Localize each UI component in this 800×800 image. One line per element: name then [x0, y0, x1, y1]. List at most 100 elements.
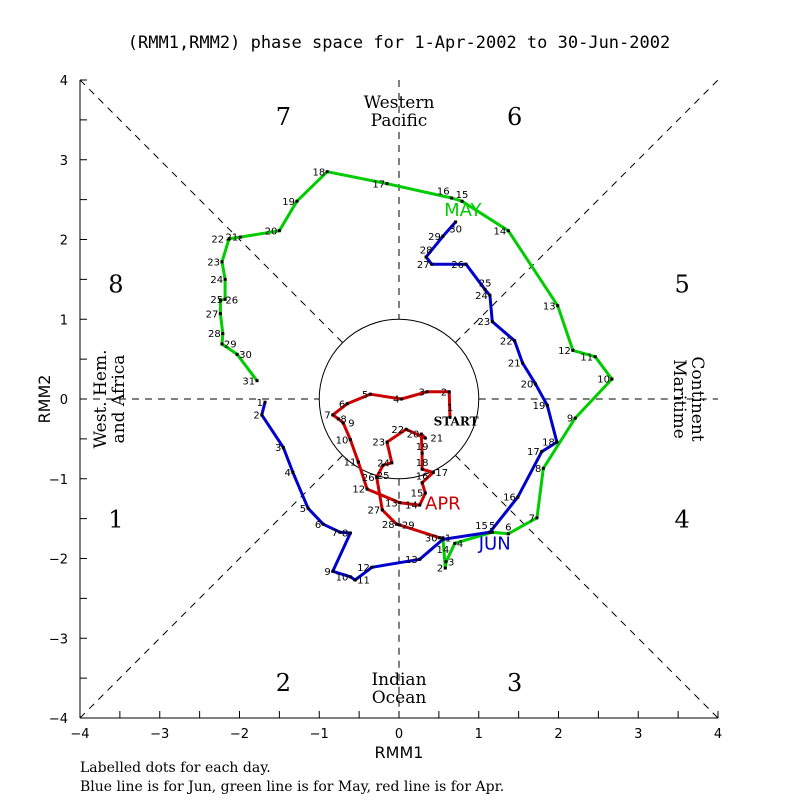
series-apr: [331, 390, 452, 540]
day-label: 5: [300, 504, 306, 515]
day-label: 4: [457, 539, 463, 550]
day-label: 28: [382, 520, 395, 531]
day-dot: [593, 355, 597, 359]
day-dot: [348, 438, 352, 442]
day-dot: [555, 440, 559, 444]
region-label-maritime-2: Continent: [687, 356, 707, 441]
day-dot: [341, 421, 345, 425]
day-label: 27: [417, 260, 430, 271]
day-dot: [448, 415, 452, 419]
start-label: START: [434, 414, 479, 428]
day-dot: [420, 451, 424, 455]
day-dot: [404, 427, 408, 431]
region-label-western-pacific-2: Pacific: [371, 111, 428, 131]
day-dot: [255, 379, 259, 383]
day-label: 1: [257, 398, 263, 409]
day-label: 16: [503, 493, 516, 504]
day-label: 12: [558, 346, 571, 357]
day-dot: [441, 234, 445, 238]
day-dot: [441, 536, 445, 540]
day-label: 2: [441, 387, 447, 398]
day-label: 25: [210, 295, 223, 306]
day-label: 2: [253, 411, 259, 422]
day-dot: [325, 170, 329, 174]
day-label: 27: [368, 506, 381, 517]
day-label: 6: [339, 399, 345, 410]
day-label: 17: [435, 468, 448, 479]
day-label: 11: [357, 576, 370, 587]
x-tick-label: −1: [310, 727, 329, 742]
day-label: 27: [206, 309, 219, 320]
day-dot: [353, 578, 357, 582]
month-label-may: MAY: [444, 200, 482, 221]
y-tick-label: 0: [60, 393, 68, 408]
day-label: 1: [445, 533, 451, 544]
day-label: 13: [543, 301, 556, 312]
y-tick-label: 4: [60, 74, 68, 89]
day-dot: [431, 470, 435, 474]
day-label: 18: [416, 458, 429, 469]
day-dot: [483, 288, 487, 292]
phase-label-1: 1: [108, 506, 123, 534]
day-dot: [490, 320, 494, 324]
day-dot: [488, 530, 492, 534]
day-label: 6: [315, 520, 321, 531]
region-label-indian-ocean-2: Ocean: [372, 688, 427, 708]
day-label: 8: [340, 415, 346, 426]
phase-label-4: 4: [674, 506, 689, 534]
y-tick-label: −3: [49, 632, 68, 647]
day-label: 7: [529, 513, 535, 524]
day-label: 14: [494, 226, 507, 237]
day-label: 28: [420, 246, 433, 257]
day-dot: [390, 461, 394, 465]
day-label: 10: [336, 572, 349, 583]
day-dot: [356, 460, 360, 464]
y-tick-label: −2: [49, 553, 68, 568]
day-dot: [573, 416, 577, 420]
day-dot: [398, 523, 402, 527]
day-dot: [331, 413, 335, 417]
x-tick-label: 0: [395, 727, 403, 742]
day-dot: [454, 220, 458, 224]
day-label: 31: [242, 376, 255, 387]
day-dot: [423, 491, 427, 495]
y-tick-label: 3: [60, 154, 68, 169]
day-label: 21: [226, 233, 239, 244]
day-dot: [443, 566, 447, 570]
day-label: 16: [416, 471, 429, 482]
day-label: 8: [342, 529, 348, 540]
day-label: 7: [324, 411, 330, 422]
day-dot: [419, 432, 423, 436]
day-dot: [571, 348, 575, 352]
day-label: 19: [416, 442, 429, 453]
day-dot: [453, 541, 457, 545]
day-dot: [423, 436, 427, 440]
day-dot: [395, 522, 399, 526]
day-label: 4: [393, 395, 399, 406]
day-label: 3: [448, 557, 454, 568]
x-tick-label: −4: [70, 727, 89, 742]
day-label: 6: [505, 522, 511, 533]
day-dot: [444, 560, 448, 564]
series-jun: [260, 220, 559, 582]
day-label: 15: [411, 489, 424, 500]
day-label: 23: [207, 257, 220, 268]
day-label: 13: [385, 498, 398, 509]
x-axis-title: RMM1: [375, 743, 424, 762]
day-dot: [399, 397, 403, 401]
day-label: 23: [478, 317, 491, 328]
series-may: [218, 170, 614, 570]
y-tick-label: −4: [49, 712, 68, 727]
day-label: 17: [527, 447, 540, 458]
day-label: 20: [265, 226, 278, 237]
day-label: 30: [239, 350, 252, 361]
day-dot: [460, 199, 464, 203]
month-label-apr: APR: [425, 494, 461, 515]
day-label: 16: [437, 187, 450, 198]
day-label: 5: [362, 390, 368, 401]
x-tick-label: −3: [150, 727, 169, 742]
region-label-west-hem-1: West. Hem.: [91, 350, 111, 449]
